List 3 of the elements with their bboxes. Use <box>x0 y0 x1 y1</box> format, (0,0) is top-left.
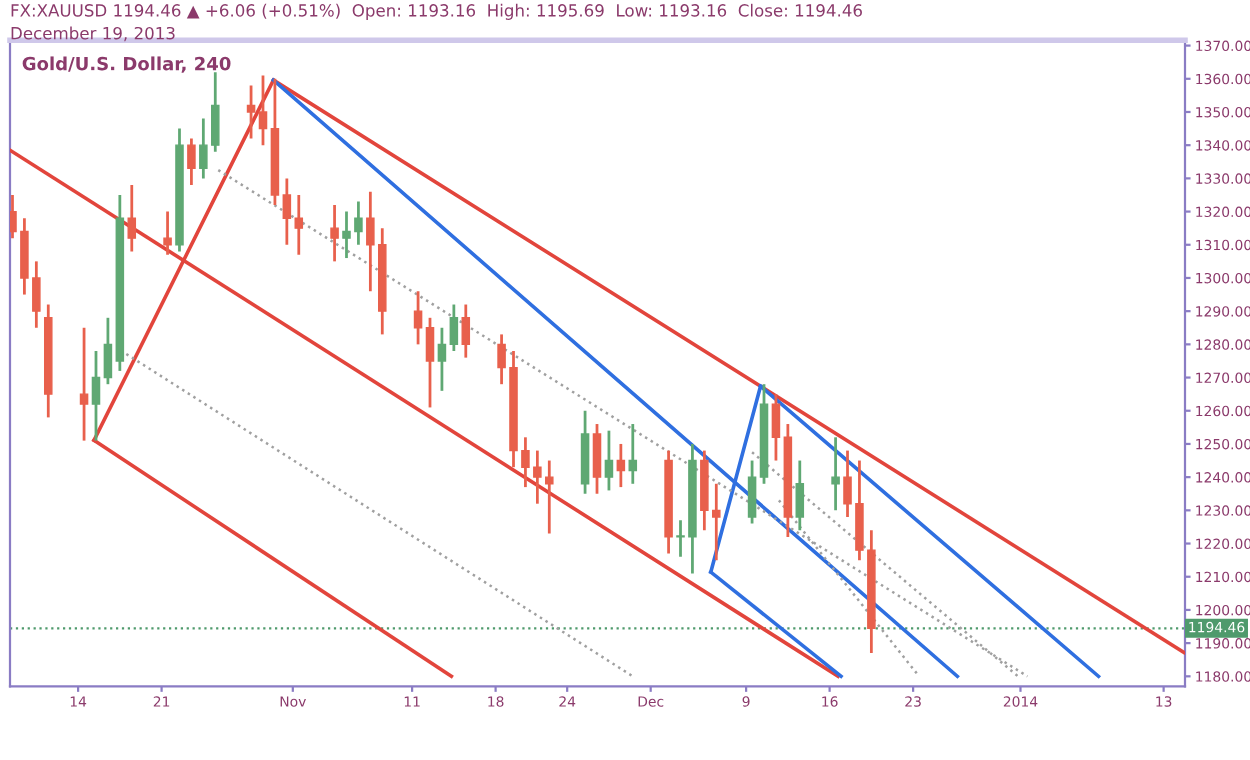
annotation: December 19, 2013 <box>11 26 175 42</box>
text: FX:XAUUSD 1194.46 ▲ +6.06 (+0.51%) Open: 1193.16 High: 1195.69 Low: 1193.16 Close: 1194.46 <box>11 3 862 20</box>
text: Gold/U.S. Dollar, 240 <box>22 56 231 73</box>
